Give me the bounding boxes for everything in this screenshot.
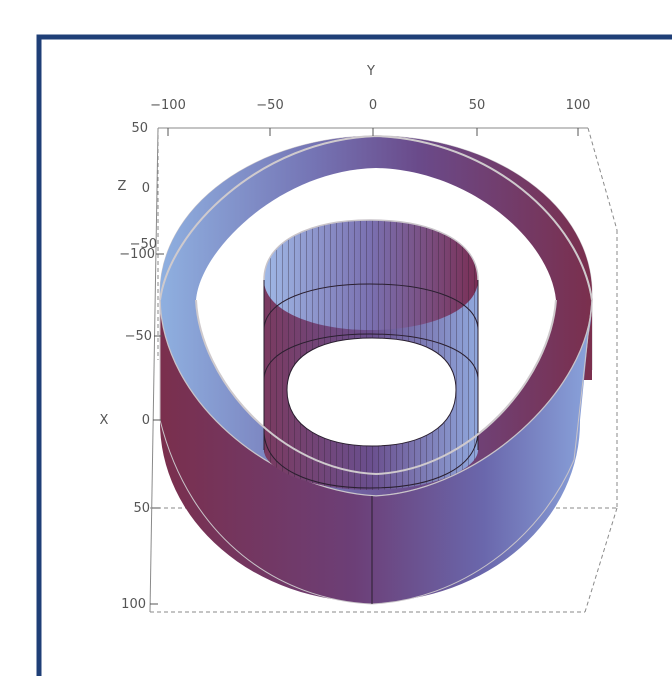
outer-top-rim (159, 134, 593, 301)
x-tick-label: 100 (121, 597, 146, 612)
inner-cylinder (263, 219, 479, 490)
z-tick-label: 50 (131, 121, 148, 136)
y-tick-label: 0 (369, 98, 377, 113)
y-tick-label: 50 (469, 98, 486, 113)
outer-inner-rim (195, 299, 557, 476)
x-tick-label: −50 (125, 329, 152, 344)
x-tick-label: 0 (142, 413, 150, 428)
x-tick-label: −100 (119, 247, 155, 262)
y-tick-label: −100 (150, 98, 186, 113)
y-tick-label: −50 (256, 98, 283, 113)
frame-border (36, 34, 672, 680)
z-tick-label: 0 (142, 181, 150, 196)
z-axis: Z 50 0 −50 (118, 121, 157, 252)
x-axis: X −100 −50 0 50 100 (100, 247, 164, 612)
x-tick-label: 50 (133, 501, 150, 516)
y-axis-label: Y (366, 64, 375, 79)
y-tick-label: 100 (566, 98, 591, 113)
inner-cylinder-opening (286, 337, 457, 447)
x-axis-label: X (100, 413, 109, 428)
y-axis: Y −100 −50 0 50 100 (150, 64, 590, 136)
z-tick-label: −50 (130, 237, 157, 252)
z-axis-label: Z (118, 179, 127, 194)
